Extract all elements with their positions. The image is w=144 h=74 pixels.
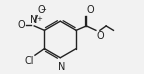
Text: N: N <box>58 62 65 72</box>
Text: −: − <box>40 7 46 13</box>
Text: +: + <box>37 16 42 22</box>
Text: O: O <box>37 5 45 15</box>
Text: O: O <box>18 20 25 30</box>
Text: O: O <box>87 5 94 15</box>
Text: N: N <box>30 15 38 25</box>
Text: Cl: Cl <box>25 56 34 66</box>
Text: O: O <box>96 31 104 41</box>
